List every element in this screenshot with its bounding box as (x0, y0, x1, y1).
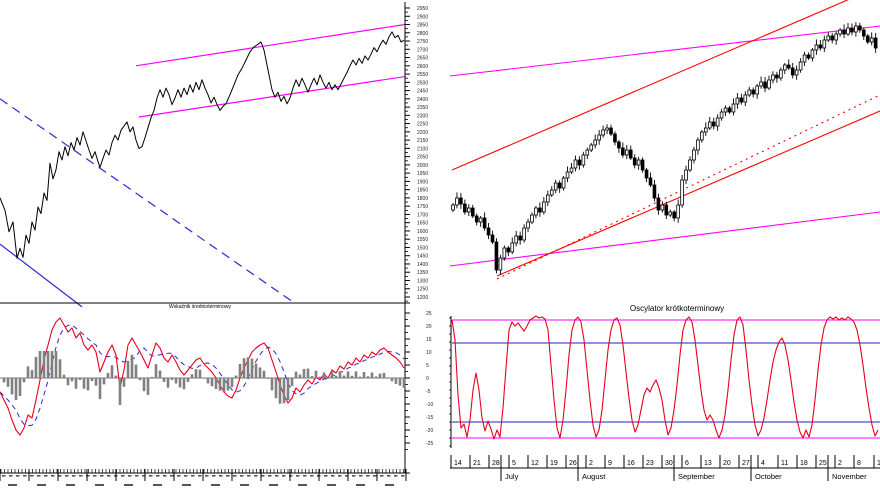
svg-text:2350: 2350 (417, 105, 428, 111)
indicator-y-axis: 25 20 15 10 5 0 -5 -10 -15 -20 -25 (405, 311, 433, 450)
svg-text:15: 15 (877, 460, 880, 467)
svg-text:30: 30 (665, 460, 673, 467)
right-date-axis: 142128512192629162330613202741118252815J… (450, 455, 880, 481)
svg-text:12: 12 (531, 460, 539, 467)
svg-text:2650: 2650 (417, 56, 428, 62)
svg-text:2600: 2600 (417, 64, 428, 70)
svg-text:13: 13 (704, 460, 712, 467)
svg-text:2000: 2000 (417, 163, 428, 169)
svg-text:1600: 1600 (417, 229, 428, 235)
left-oscillator-title: Wskaźnik średnioterminowy (169, 304, 231, 310)
svg-text:September: September (678, 472, 715, 481)
left-date-axis (0, 469, 410, 486)
svg-text:-25: -25 (426, 441, 433, 447)
svg-text:1700: 1700 (417, 212, 428, 218)
svg-text:-15: -15 (426, 415, 433, 421)
svg-text:28: 28 (492, 460, 500, 467)
indicator-histogram (0, 351, 406, 405)
svg-text:11: 11 (781, 460, 788, 467)
svg-text:1500: 1500 (417, 245, 428, 251)
svg-text:July: July (505, 472, 519, 481)
svg-text:1350: 1350 (417, 270, 428, 276)
svg-text:1850: 1850 (417, 188, 428, 194)
svg-text:2500: 2500 (417, 80, 428, 86)
candlestick-series (451, 22, 878, 275)
svg-text:23: 23 (646, 460, 654, 467)
svg-text:21: 21 (473, 460, 481, 467)
svg-text:August: August (582, 472, 606, 481)
svg-text:25: 25 (819, 460, 827, 467)
svg-text:2550: 2550 (417, 72, 428, 78)
svg-text:25: 25 (426, 311, 432, 317)
svg-text:1400: 1400 (417, 262, 428, 268)
svg-text:2: 2 (838, 460, 842, 467)
svg-text:27: 27 (742, 460, 750, 467)
svg-text:20: 20 (723, 460, 731, 467)
svg-text:19: 19 (550, 460, 558, 467)
svg-text:1800: 1800 (417, 196, 428, 202)
svg-text:2900: 2900 (417, 14, 428, 20)
svg-text:20: 20 (426, 324, 432, 330)
svg-text:1250: 1250 (417, 287, 428, 293)
short-term-oscillator-chart (451, 315, 880, 440)
svg-text:6: 6 (685, 460, 689, 467)
svg-text:2: 2 (589, 460, 593, 467)
svg-text:2750: 2750 (417, 39, 428, 45)
oscillator-y-axis (449, 316, 452, 448)
svg-text:15: 15 (426, 337, 432, 343)
svg-text:2800: 2800 (417, 31, 428, 37)
svg-text:2100: 2100 (417, 146, 428, 152)
price-y-axis: 2950 2900 2850 2800 2750 2700 2650 2600 2550 2500… (0, 2, 428, 473)
svg-text:1200: 1200 (417, 295, 428, 301)
svg-text:5: 5 (512, 460, 516, 467)
svg-text:-20: -20 (426, 428, 433, 434)
svg-text:October: October (755, 472, 782, 481)
weekly-price-chart (0, 23, 406, 308)
svg-text:2250: 2250 (417, 122, 428, 128)
svg-text:1300: 1300 (417, 278, 428, 284)
svg-text:1900: 1900 (417, 179, 428, 185)
svg-text:November: November (832, 472, 867, 481)
svg-text:2150: 2150 (417, 138, 428, 144)
svg-text:-10: -10 (426, 402, 433, 408)
svg-text:2200: 2200 (417, 130, 428, 136)
svg-text:18: 18 (800, 460, 808, 467)
svg-text:2050: 2050 (417, 155, 428, 161)
svg-text:0: 0 (426, 376, 429, 382)
svg-text:16: 16 (627, 460, 635, 467)
svg-text:2950: 2950 (417, 6, 428, 12)
svg-text:1950: 1950 (417, 171, 428, 177)
svg-text:2450: 2450 (417, 89, 428, 95)
svg-text:2400: 2400 (417, 97, 428, 103)
svg-text:2300: 2300 (417, 113, 428, 119)
svg-text:9: 9 (608, 460, 612, 467)
svg-text:10: 10 (426, 350, 432, 356)
svg-text:4: 4 (761, 460, 765, 467)
svg-text:8: 8 (857, 460, 861, 467)
svg-text:2850: 2850 (417, 23, 428, 29)
svg-text:1450: 1450 (417, 254, 428, 260)
daily-candle-chart (449, 0, 880, 280)
svg-text:-5: -5 (426, 389, 431, 395)
svg-text:1550: 1550 (417, 237, 428, 243)
right-oscillator-title: Oscylator krótkoterminowy (629, 304, 725, 313)
svg-text:1750: 1750 (417, 204, 428, 210)
svg-text:2700: 2700 (417, 47, 428, 53)
svg-text:5: 5 (426, 363, 429, 369)
svg-text:26: 26 (569, 460, 577, 467)
svg-text:14: 14 (454, 460, 462, 467)
svg-text:1650: 1650 (417, 221, 428, 227)
